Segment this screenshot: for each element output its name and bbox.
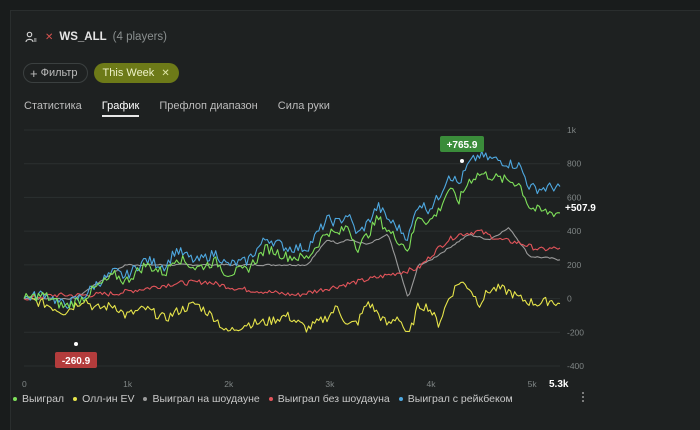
- series-line-won: [23, 171, 561, 309]
- plus-icon: +: [30, 65, 38, 81]
- max-value-badge: +765.9: [447, 140, 478, 151]
- series-line-rakeback: [23, 150, 561, 309]
- legend-dot: [268, 397, 273, 401]
- legend-label: Выиграл: [22, 393, 65, 405]
- series-line-showdown: [24, 227, 561, 300]
- tab-graph[interactable]: График: [101, 100, 139, 117]
- tab-preflop-range[interactable]: Префлоп диапазон: [159, 100, 258, 112]
- workspace-header: ✕ WS_ALL (4 players): [25, 29, 167, 45]
- x-end-label: 5.3k: [549, 379, 569, 390]
- period-label: This Week: [102, 67, 155, 79]
- y-tick-label: 0: [567, 294, 572, 304]
- y-tick-label: 600: [567, 192, 581, 202]
- close-icon[interactable]: ✕: [45, 31, 54, 43]
- legend-label: Выиграл с рейкбеком: [407, 393, 513, 405]
- legend-item-showdown[interactable]: Выиграл на шоудауне: [143, 393, 260, 405]
- tab-statistics[interactable]: Статистика: [24, 100, 82, 112]
- min-value-badge: -260.9: [62, 356, 91, 367]
- period-filter-chip[interactable]: This Week ✕: [93, 63, 179, 83]
- y-tick-label: -400: [567, 361, 584, 371]
- series-line-allin_ev: [23, 281, 561, 333]
- legend-dot: [143, 397, 148, 401]
- more-options-icon[interactable]: [581, 392, 585, 404]
- y-tick-label: 800: [567, 159, 581, 169]
- y-tick-label: 200: [567, 260, 581, 270]
- y-tick-label: 400: [567, 226, 581, 236]
- workspace-name: WS_ALL: [59, 31, 107, 43]
- user-group-icon[interactable]: [25, 31, 37, 43]
- view-tabs: Статистика График Префлоп диапазон Сила …: [24, 100, 350, 117]
- legend-label: Олл-ин EV: [82, 393, 135, 405]
- min-value-badge-bg: [55, 352, 97, 368]
- y-tick-label: 1k: [567, 125, 577, 135]
- legend-item-allin-ev[interactable]: Олл-ин EV: [73, 393, 134, 405]
- legend-dot: [73, 397, 78, 401]
- legend-dot: [13, 397, 17, 401]
- filter-bar: + Фильтр This Week ✕: [23, 63, 179, 83]
- x-tick-label: 5k: [528, 379, 538, 389]
- last-value-label: +507.9: [565, 203, 596, 214]
- max-value-badge-bg: [440, 136, 484, 152]
- filter-label: Фильтр: [40, 67, 78, 79]
- tab-hand-strength[interactable]: Сила руки: [277, 100, 330, 112]
- graph-window: ✕ WS_ALL (4 players) + Фильтр This Week …: [10, 10, 700, 430]
- x-tick-label: 0: [22, 379, 27, 389]
- x-tick-label: 4k: [427, 379, 437, 389]
- x-tick-label: 1k: [123, 379, 133, 389]
- y-tick-label: -200: [567, 327, 584, 337]
- players-count: (4 players): [112, 31, 167, 43]
- x-tick-label: 2k: [224, 379, 234, 389]
- legend-item-won[interactable]: Выиграл: [13, 393, 64, 405]
- add-filter-button[interactable]: + Фильтр: [23, 63, 88, 83]
- max-point-marker: [460, 159, 464, 163]
- legend-item-rakeback[interactable]: Выиграл с рейкбеком: [398, 393, 513, 405]
- legend-dot: [398, 397, 403, 401]
- series-line-non_showdown: [23, 229, 561, 301]
- legend-label: Выиграл на шоудауне: [152, 393, 260, 405]
- x-tick-label: 3k: [325, 379, 335, 389]
- close-icon[interactable]: ✕: [161, 67, 170, 79]
- legend-item-non-showdown[interactable]: Выиграл без шоудауна: [268, 393, 390, 405]
- legend-label: Выиграл без шоудауна: [277, 393, 390, 405]
- min-point-marker: [74, 342, 78, 346]
- chart-legend: Выиграл Олл-ин EV Выиграл на шоудауне Вы…: [13, 393, 522, 405]
